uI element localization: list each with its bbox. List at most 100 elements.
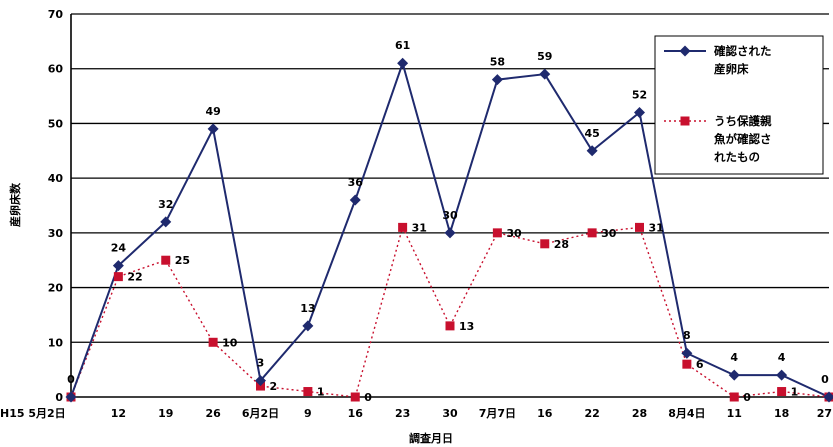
series-confirmed-data-label: 30: [442, 209, 458, 222]
x-tick-label: 18: [774, 407, 789, 420]
legend-protected-label: うち保護親: [714, 114, 772, 128]
x-tick-label: 6月2日: [242, 407, 279, 420]
series-protected-data-label: 1: [317, 386, 325, 399]
y-axis-tick-labels: 0 10 20 30 40 50 60 70: [48, 8, 64, 404]
x-tick-label: 26: [205, 407, 221, 420]
x-tick-label: 9: [304, 407, 312, 420]
series-protected-data-label: 28: [554, 238, 569, 251]
series-protected-marker: [635, 222, 644, 232]
legend-confirmed-label: 確認された: [714, 44, 772, 58]
y-tick-label: 30: [48, 227, 64, 240]
series-protected-marker: [398, 222, 408, 232]
x-tick-label: 16: [537, 407, 553, 420]
series-protected-data-label: 25: [175, 254, 190, 267]
series-protected-data-label: 31: [412, 221, 427, 234]
series-protected-data-label: 2: [270, 380, 278, 393]
series-confirmed-data-label: 59: [537, 50, 552, 63]
series-confirmed-marker: [823, 391, 833, 403]
x-tick-label: 28: [632, 407, 647, 420]
y-axis-title: 産卵床数: [8, 182, 22, 227]
series-confirmed-marker: [586, 145, 598, 157]
x-tick-label: 7月7日: [479, 407, 516, 420]
x-axis-tick-labels: H15 5月2日 12 19 26 6月2日 9 16 23 30 7月7日 16 22 28 8月4日 1…: [0, 407, 832, 420]
series-confirmed-data-label: 45: [584, 127, 599, 140]
series-confirmed-data-label: 36: [348, 176, 364, 189]
x-tick-label: 11: [727, 407, 742, 420]
series-protected-data-label: 1: [791, 386, 799, 399]
series-protected-marker: [729, 392, 739, 402]
series-confirmed-marker: [681, 347, 693, 359]
legend-confirmed-swatch-marker: [679, 45, 691, 57]
series-protected-marker: [303, 387, 313, 397]
series-protected-marker: [682, 359, 692, 369]
series-confirmed-data-label: 4: [730, 351, 738, 364]
series-confirmed-marker: [491, 74, 503, 86]
series-layer: [65, 57, 833, 403]
x-tick-label: 16: [348, 407, 364, 420]
y-tick-label: 70: [48, 8, 64, 21]
series-confirmed-data-label: 32: [158, 198, 173, 211]
series-protected-marker: [208, 337, 218, 347]
series-confirmed-marker: [444, 227, 456, 239]
series-confirmed-marker: [349, 194, 361, 206]
y-tick-label: 10: [48, 336, 64, 349]
series-protected-data-label: 30: [601, 227, 617, 240]
y-tick-label: 40: [48, 172, 64, 185]
series-confirmed-data-label: 0: [821, 373, 829, 386]
series-protected-marker: [161, 255, 171, 265]
series-protected-marker: [587, 228, 597, 238]
series-confirmed-marker: [207, 123, 219, 135]
series-confirmed-marker: [397, 57, 409, 69]
legend-confirmed-label: 産卵床: [714, 62, 749, 76]
series-confirmed-data-label: 49: [205, 105, 220, 118]
legend-box: [654, 35, 824, 175]
series-confirmed-data-label: 58: [490, 56, 505, 69]
series-protected-marker: [777, 387, 787, 397]
series-protected-marker: [540, 239, 550, 249]
series-protected-marker: [445, 321, 455, 331]
series-confirmed-data-label: 52: [632, 88, 647, 101]
series-confirmed-marker: [112, 260, 124, 272]
x-tick-label: 8月4日: [668, 407, 705, 420]
y-tick-label: 50: [48, 117, 64, 130]
x-tick-label: 19: [158, 407, 173, 420]
legend-protected-label: 魚が確認さ: [714, 132, 772, 146]
series-confirmed-marker: [160, 216, 172, 228]
series-protected-line: [70, 225, 830, 398]
series-protected-data-label: 0: [743, 391, 751, 404]
y-tick-label: 20: [48, 282, 64, 295]
series-protected-marker: [113, 272, 123, 282]
series-confirmed-data-label: 0: [67, 373, 75, 386]
series-confirmed-marker: [302, 320, 314, 332]
series-protected-data-label: 6: [696, 358, 704, 371]
x-tick-label: 23: [395, 407, 410, 420]
axes: [70, 14, 829, 398]
series-confirmed-marker: [776, 369, 788, 381]
series-confirmed-marker: [634, 106, 645, 118]
x-tick-label: 30: [442, 407, 458, 420]
series-confirmed-marker: [539, 68, 551, 80]
x-tick-label: 22: [584, 407, 599, 420]
series-protected-data-label: 10: [222, 336, 238, 349]
x-tick-label: 12: [111, 407, 126, 420]
series-protected-data-label: 13: [459, 320, 474, 333]
series-confirmed-marker: [255, 375, 266, 387]
series-confirmed-data-label: 4: [778, 351, 786, 364]
series-confirmed-data-label: 3: [257, 357, 265, 370]
series-confirmed-marker: [728, 369, 740, 381]
legend-protected-label: れたもの: [714, 150, 760, 164]
series-protected-data-label: 0: [364, 391, 372, 404]
y-tick-label: 60: [48, 63, 64, 76]
x-tick-label: H15 5月2日: [0, 407, 66, 420]
series-confirmed-data-label: 13: [300, 302, 315, 315]
x-axis-title: 調査月日: [409, 431, 453, 445]
legend-protected-swatch-marker: [680, 116, 690, 126]
series-confirmed-marker: [65, 391, 77, 403]
series-protected-marker: [492, 228, 502, 238]
series-protected-marker: [350, 392, 360, 402]
series-confirmed-data-label: 8: [683, 329, 691, 342]
series-protected-data-label: 22: [127, 271, 142, 284]
